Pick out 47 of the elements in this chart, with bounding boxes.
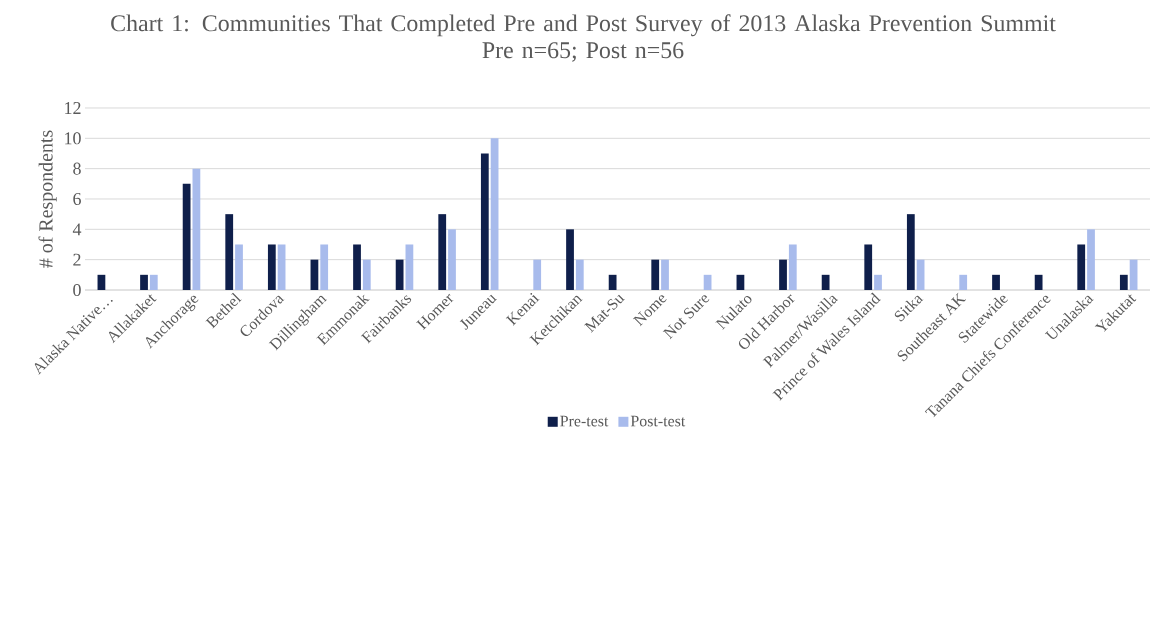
legend-label: Post-test [630,415,686,427]
bar [490,138,499,290]
bar [1119,274,1128,290]
bar [1087,229,1095,290]
bar [608,274,617,290]
bar [788,244,797,290]
chart-title: Chart 1: Communities That Completed Pre and Post Survey of 2013 Alaska Prevention Summit [111,14,1056,37]
bar [1034,274,1043,290]
bar [267,244,276,290]
bar [225,214,234,290]
bar [448,229,456,290]
bar [959,274,968,290]
y-tick-label: 8 [73,162,81,175]
bar [575,259,584,290]
bar [1077,244,1086,290]
bar [566,229,574,290]
bar [405,244,414,290]
legend-label: Pre-test [560,415,609,427]
bar [140,274,148,290]
y-tick-label: 2 [73,253,81,266]
y-tick-label: 0 [73,283,81,297]
bar [277,244,286,290]
bar [235,244,243,290]
bar [874,274,882,290]
chart-subtitle: Pre n=65; Post n=56 [482,42,684,62]
bar [651,259,660,290]
y-tick-label: 4 [72,223,82,236]
bar [395,259,404,290]
bar [320,244,329,290]
y-tick-label: 10 [65,132,81,145]
bar [533,259,542,290]
bar [661,259,669,290]
y-tick-label: 6 [73,192,81,206]
bar [182,183,191,290]
bar [192,168,201,290]
bar [906,214,915,290]
bar [480,153,489,290]
y-axis-title: # of Respondents [38,130,57,268]
bar [779,259,787,290]
y-tick-label: 12 [65,102,81,114]
bar [821,274,830,290]
bar [438,214,447,290]
bar [864,244,873,290]
bar [362,259,371,290]
bar [353,244,361,290]
bar [992,274,1000,290]
bar [149,274,158,290]
